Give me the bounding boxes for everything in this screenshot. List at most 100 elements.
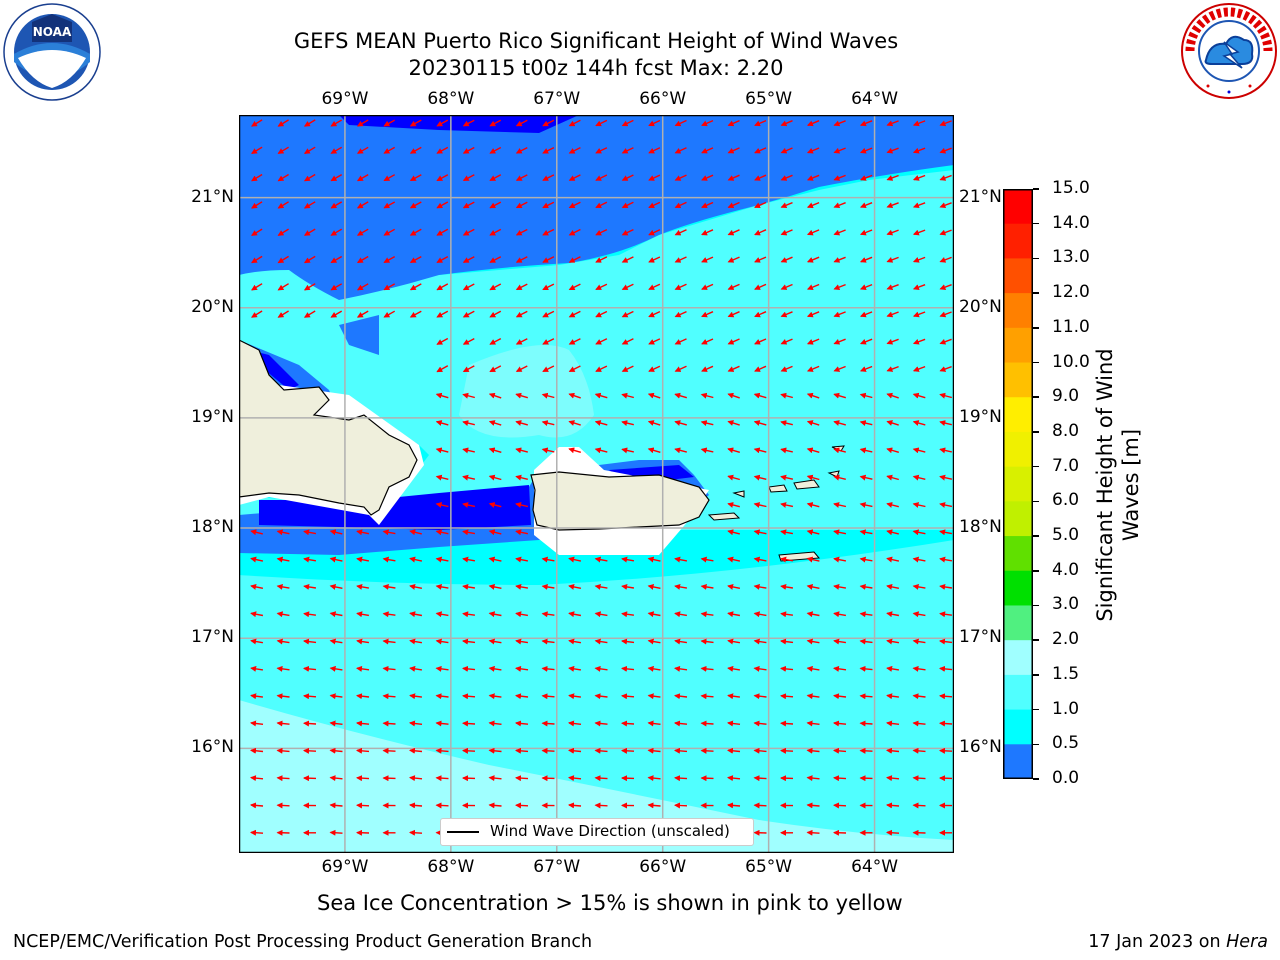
- wave-direction-arrow: [780, 529, 794, 536]
- wave-direction-arrow: [727, 474, 740, 481]
- wave-direction-arrow: [488, 802, 502, 809]
- wave-direction-arrow: [488, 474, 502, 481]
- wave-height-map: [239, 115, 954, 853]
- wave-direction-arrow: [541, 611, 555, 618]
- wave-direction-arrow: [753, 420, 767, 426]
- wave-direction-arrow: [382, 556, 396, 563]
- wave-direction-arrow: [939, 120, 952, 127]
- wave-direction-arrow: [754, 174, 767, 181]
- wave-direction-arrow: [383, 201, 396, 209]
- wave-direction-arrow: [435, 474, 449, 481]
- footer-date-text: 17 Jan 2023 on: [1088, 932, 1227, 952]
- wave-direction-arrow: [594, 747, 608, 754]
- wave-direction-arrow: [939, 256, 952, 263]
- wave-direction-arrow: [939, 229, 952, 236]
- wave-direction-arrow: [488, 556, 502, 563]
- wave-direction-arrow: [621, 174, 634, 181]
- wave-direction-arrow: [276, 638, 290, 645]
- wave-direction-arrow: [488, 502, 502, 508]
- wave-direction-arrow: [542, 283, 555, 291]
- wave-direction-arrow: [568, 693, 581, 700]
- colorbar-swatch: [1003, 223, 1033, 259]
- wave-direction-arrow: [939, 202, 952, 209]
- wave-direction-arrow: [542, 201, 555, 209]
- colorbar-tick-label: 10.0: [1052, 351, 1090, 372]
- wave-direction-arrow: [462, 228, 475, 236]
- wave-direction-arrow: [515, 338, 528, 345]
- wave-direction-arrow: [409, 529, 422, 536]
- wave-direction-arrow: [515, 201, 528, 209]
- wave-direction-arrow: [647, 775, 661, 782]
- wave-direction-arrow: [489, 146, 502, 154]
- wave-direction-arrow: [436, 146, 449, 154]
- colorbar-tick-mark: [1033, 188, 1039, 190]
- wave-direction-arrow: [727, 583, 741, 590]
- wave-direction-arrow: [383, 228, 396, 236]
- wave-direction-arrow: [753, 638, 767, 645]
- wave-direction-arrow: [674, 747, 688, 754]
- wave-direction-arrow: [594, 420, 608, 426]
- wave-direction-arrow: [859, 720, 873, 727]
- wave-direction-arrow: [701, 256, 714, 263]
- wave-direction-arrow: [780, 474, 794, 481]
- wave-direction-arrow: [753, 529, 767, 536]
- wave-direction-arrow: [250, 638, 264, 645]
- wave-direction-arrow: [409, 119, 422, 127]
- wave-direction-arrow: [568, 174, 581, 181]
- legend-label: Wind Wave Direction (unscaled): [490, 822, 730, 840]
- wave-direction-arrow: [250, 747, 264, 754]
- wave-direction-arrow: [806, 447, 820, 454]
- chart-title: GEFS MEAN Puerto Rico Significant Height…: [293, 29, 899, 53]
- wave-direction-arrow: [859, 283, 873, 290]
- wave-direction-arrow: [382, 583, 396, 590]
- wave-direction-arrow: [780, 201, 793, 209]
- wave-direction-arrow: [594, 720, 608, 727]
- wave-direction-arrow: [462, 201, 475, 209]
- wave-direction-arrow: [435, 747, 449, 754]
- wave-direction-arrow: [886, 802, 900, 809]
- wave-direction-arrow: [568, 146, 581, 154]
- wave-direction-arrow: [329, 638, 343, 645]
- wave-direction-arrow: [806, 147, 820, 154]
- wave-direction-arrow: [674, 638, 688, 645]
- wave-direction-arrow: [886, 338, 899, 345]
- wave-direction-arrow: [621, 747, 635, 754]
- wave-direction-arrow: [595, 365, 608, 372]
- wave-direction-arrow: [886, 311, 899, 318]
- colorbar-tick-label: 14.0: [1052, 212, 1090, 233]
- wave-direction-arrow: [621, 365, 634, 372]
- wave-direction-arrow: [488, 392, 502, 399]
- lon-tick-top: 66°W: [639, 89, 687, 109]
- wave-direction-arrow: [462, 529, 476, 536]
- wave-direction-arrow: [859, 392, 873, 399]
- wave-direction-arrow: [409, 228, 422, 236]
- wave-direction-arrow: [727, 174, 740, 181]
- wave-direction-arrow: [859, 447, 873, 454]
- wave-direction-arrow: [436, 119, 449, 127]
- wave-direction-arrow: [515, 174, 528, 181]
- wave-direction-arrow: [276, 775, 290, 782]
- wave-direction-arrow: [409, 201, 422, 209]
- wave-direction-arrow: [621, 147, 634, 154]
- wave-direction-arrow: [621, 665, 635, 672]
- wave-direction-arrow: [276, 583, 290, 590]
- colorbar-tick-label: 5.0: [1052, 525, 1080, 546]
- wave-direction-arrow: [515, 802, 529, 809]
- wave-direction-arrow: [594, 611, 608, 618]
- nws-logo: [1180, 2, 1278, 100]
- colorbar-tick-mark: [1033, 257, 1039, 260]
- wave-direction-arrow: [621, 611, 634, 618]
- wave-direction-arrow: [886, 556, 900, 563]
- colorbar-swatch: [1003, 536, 1033, 572]
- wave-direction-arrow: [859, 529, 873, 536]
- wave-direction-arrow: [489, 201, 502, 209]
- wave-direction-arrow: [515, 502, 529, 508]
- colorbar-swatches: [1003, 189, 1033, 780]
- wave-direction-arrow: [356, 747, 370, 754]
- wave-direction-arrow: [435, 611, 449, 618]
- wave-direction-arrow: [462, 747, 476, 754]
- wave-direction-arrow: [595, 201, 608, 209]
- wave-direction-arrow: [806, 665, 820, 672]
- wave-direction-arrow: [568, 256, 581, 263]
- wave-direction-arrow: [568, 365, 581, 373]
